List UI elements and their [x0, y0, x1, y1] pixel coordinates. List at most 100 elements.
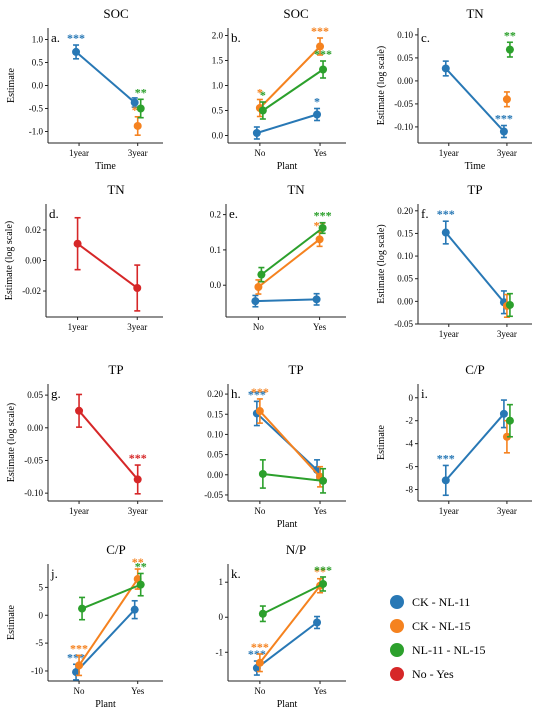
- panel-i-xtick-label: 3year: [497, 506, 517, 516]
- panel-c-orange-point: [502, 95, 511, 104]
- panel-g-red-point: [75, 406, 84, 415]
- panel-j-orange-point: [75, 661, 84, 670]
- panel-a-ytick-label: 0.0: [32, 81, 44, 91]
- panel-h-ytick-label: -0.05: [204, 490, 223, 500]
- legend-label: CK - NL-15: [412, 619, 471, 633]
- panel-g-xtick-label: 1year: [69, 506, 89, 516]
- panel-b-ytick-label: 2.0: [212, 31, 224, 41]
- panel-j-label: j.: [50, 566, 58, 581]
- panel-b-xtick-label: Yes: [313, 148, 327, 158]
- panel-b-xtick-label: No: [254, 148, 265, 158]
- panel-k-green-point: [319, 579, 328, 588]
- panel-h-ytick-label: 0.00: [207, 470, 223, 480]
- panel-b-blue-point: [313, 110, 322, 119]
- panel-g-red-significance: ***: [129, 451, 147, 465]
- panel-c-ytick-label: 0.00: [397, 76, 413, 86]
- panel-h-ytick-label: 0.10: [207, 429, 223, 439]
- panel-h-title: TP: [288, 362, 303, 377]
- panel-d-red-point: [73, 239, 82, 248]
- panel-h-green-line: [262, 472, 324, 482]
- panel-k-green-line: [262, 583, 324, 615]
- panel-g-xtick-label: 3year: [128, 506, 148, 516]
- panel-g-title: TP: [108, 362, 123, 377]
- panel-d-label: d.: [49, 206, 59, 221]
- panel-e-green-point: [318, 224, 327, 233]
- panel-i-ytick-label: -4: [406, 439, 414, 449]
- panel-j-title: C/P: [106, 542, 126, 557]
- panel-e-ytick-label: 0.1: [210, 245, 221, 255]
- panel-h-green-point: [319, 476, 328, 485]
- panel-a-ytick-label: -1.0: [29, 127, 44, 137]
- panel-j-xtick-label: Yes: [131, 686, 145, 696]
- panel-j-ytick-label: 0: [39, 610, 44, 620]
- panel-g-label: g.: [51, 386, 61, 401]
- panel-a-ytick-label: 1.0: [32, 35, 44, 45]
- panel-f-ytick-label: 0.15: [397, 228, 413, 238]
- panel-a-ylabel: Estimate: [6, 67, 17, 103]
- panel-f-green-point: [505, 300, 514, 309]
- panel-i-ylabel: Estimate: [376, 424, 387, 460]
- panel-a-orange-point: [133, 121, 142, 130]
- panel-h-green-point: [258, 469, 267, 478]
- panel-j-blue-point: [130, 605, 139, 614]
- panel-k-orange-significance: **: [314, 565, 326, 579]
- panel-d-title: TN: [107, 182, 125, 197]
- panel-h-orange-line: [259, 410, 321, 478]
- panel-g-ytick-label: 0.05: [27, 390, 43, 400]
- panel-i-green-point: [505, 416, 514, 425]
- panel-a-xtick-label: 3year: [128, 148, 148, 158]
- panel-f-blue-point: [441, 228, 450, 237]
- panel-e-ytick-label: 0.2: [210, 210, 221, 220]
- panel-k-xtick-label: Yes: [313, 686, 327, 696]
- panel-e-blue-point: [312, 295, 321, 304]
- panel-g-red-line: [78, 410, 139, 481]
- panel-a-green-significance: **: [135, 85, 147, 99]
- panel-b-ytick-label: 0.0: [212, 131, 224, 141]
- panel-e-orange-point: [315, 235, 324, 244]
- panel-b-ytick-label: 1.5: [212, 56, 224, 66]
- panel-c-ytick-label: -0.10: [394, 122, 413, 132]
- panel-b-ytick-label: 1.0: [212, 81, 224, 91]
- panel-e-green-point: [257, 270, 266, 279]
- panel-k-title: N/P: [286, 542, 306, 557]
- panel-d-ylabel: Estimate (log scale): [4, 221, 15, 300]
- panel-i-ytick-label: -2: [406, 416, 414, 426]
- panel-k-green-significance: ***: [314, 563, 332, 577]
- panel-a-blue-point: [130, 98, 139, 107]
- legend-label: CK - NL-11: [412, 595, 470, 609]
- panel-i-blue-point: [441, 476, 450, 485]
- panel-h-label: h.: [231, 386, 241, 401]
- panel-h-orange-significance: ***: [251, 385, 269, 399]
- panel-c-xlabel: Time: [465, 161, 486, 172]
- panel-b-xlabel: Plant: [277, 161, 298, 172]
- panel-e-green-line: [260, 227, 324, 276]
- panel-j-xtick-label: No: [74, 686, 85, 696]
- panel-k-ytick-label: 0: [219, 612, 224, 622]
- panel-b-orange-significance: *: [257, 86, 263, 100]
- panel-b-label: b.: [231, 30, 241, 45]
- panel-j-orange-significance: **: [132, 555, 144, 569]
- panel-j-xlabel: Plant: [95, 699, 116, 708]
- panel-i-title: C/P: [465, 362, 485, 377]
- legend-swatch: [390, 667, 404, 681]
- panel-h-ytick-label: 0.15: [207, 409, 223, 419]
- panel-h-blue-significance: ***: [248, 387, 266, 401]
- panel-h-orange-point: [255, 407, 264, 416]
- legend-label: NL-11 - NL-15: [412, 643, 486, 657]
- panel-k-ytick-label: -1: [216, 647, 224, 657]
- panel-j-ytick-label: 5: [39, 582, 44, 592]
- panel-k-blue-point: [313, 618, 322, 627]
- panel-e-blue-line: [255, 298, 317, 303]
- panel-b-green-significance: ***: [314, 47, 332, 61]
- panel-h-ytick-label: 0.05: [207, 450, 223, 460]
- panel-f-xtick-label: 1year: [439, 329, 459, 339]
- panel-c-title: TN: [466, 6, 484, 21]
- panel-b-title: SOC: [283, 6, 308, 21]
- panel-a-label: a.: [51, 30, 60, 45]
- panel-e-xtick-label: No: [253, 322, 264, 332]
- panel-a-xtick-label: 1year: [69, 148, 89, 158]
- panel-e-label: e.: [229, 206, 238, 221]
- panel-d-xtick-label: 1year: [68, 322, 88, 332]
- panel-c-ytick-label: -0.05: [394, 99, 413, 109]
